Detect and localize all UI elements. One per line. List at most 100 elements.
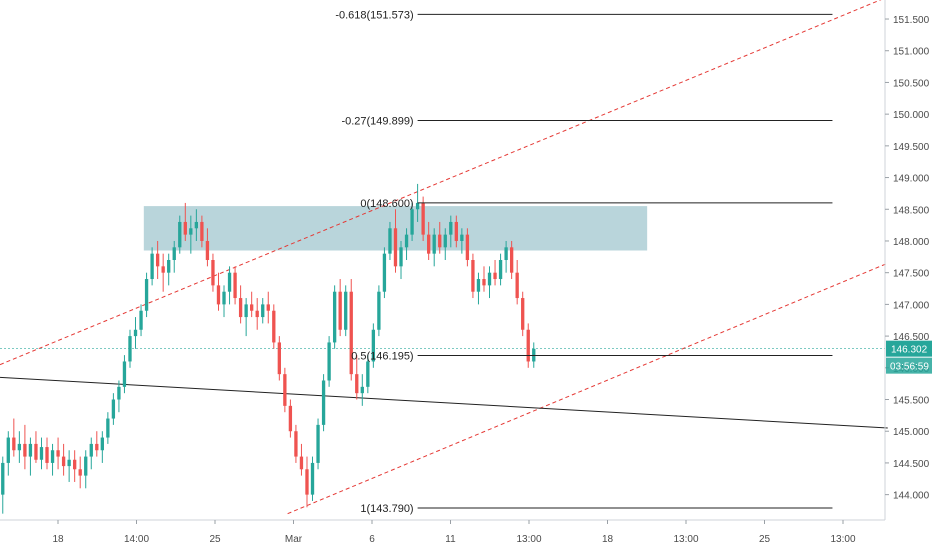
candle-body[interactable] (95, 443, 99, 451)
candle-body[interactable] (106, 418, 110, 438)
candle-body[interactable] (216, 285, 221, 305)
candle-body[interactable] (498, 260, 503, 280)
candle-body[interactable] (482, 279, 486, 286)
candle-body[interactable] (410, 209, 414, 235)
candle-body[interactable] (454, 221, 458, 241)
candle-body[interactable] (310, 462, 315, 495)
candle-body[interactable] (404, 234, 409, 248)
channel-line-1[interactable] (287, 262, 888, 515)
candle-body[interactable] (45, 447, 49, 463)
candle-body[interactable] (366, 361, 370, 387)
candle-body[interactable] (172, 247, 176, 260)
candle-body[interactable] (56, 450, 60, 457)
candle-body[interactable] (272, 310, 276, 343)
candle-body[interactable] (211, 260, 215, 286)
candle-body[interactable] (67, 459, 71, 467)
candle-body[interactable] (150, 253, 154, 280)
candle-body[interactable] (12, 437, 16, 451)
candle-body[interactable] (200, 221, 204, 241)
candle-body[interactable] (78, 469, 82, 476)
candle-body[interactable] (17, 443, 22, 451)
candle-body[interactable] (6, 437, 10, 463)
candle-body[interactable] (73, 459, 77, 470)
candle-body[interactable] (377, 291, 381, 330)
candle-body[interactable] (288, 405, 293, 432)
candle-body[interactable] (388, 228, 392, 254)
candle-body[interactable] (50, 450, 55, 463)
candle-body[interactable] (111, 399, 116, 419)
candle-body[interactable] (371, 329, 376, 362)
candle-body[interactable] (526, 329, 530, 362)
candle-body[interactable] (443, 234, 447, 248)
candle-body[interactable] (238, 298, 243, 318)
candle-body[interactable] (399, 247, 403, 267)
candle-body[interactable] (222, 291, 226, 305)
candle-body[interactable] (415, 202, 420, 210)
candle-body[interactable] (255, 310, 259, 318)
candle-body[interactable] (155, 253, 160, 267)
candle-body[interactable] (178, 221, 182, 248)
candle-body[interactable] (139, 310, 143, 330)
candle-body[interactable] (28, 443, 33, 457)
candle-body[interactable] (84, 456, 88, 476)
candle-body[interactable] (349, 291, 353, 375)
candle-body[interactable] (382, 253, 387, 292)
candle-body[interactable] (471, 260, 475, 292)
candle-body[interactable] (189, 228, 193, 235)
candle-body[interactable] (89, 443, 93, 457)
channel-line-2[interactable] (0, 376, 888, 429)
candle-body[interactable] (327, 342, 331, 381)
candle-body[interactable] (233, 272, 237, 299)
candle-body[interactable] (183, 221, 187, 235)
candle-body[interactable] (244, 304, 248, 318)
candle-body[interactable] (509, 247, 514, 273)
candle-body[interactable] (338, 291, 342, 330)
candle-body[interactable] (360, 386, 364, 394)
candle-body[interactable] (1, 462, 5, 495)
candle-body[interactable] (205, 240, 210, 260)
candle-body[interactable] (167, 260, 171, 273)
candle-body[interactable] (117, 386, 121, 400)
candle-body[interactable] (194, 221, 199, 229)
candle-body[interactable] (332, 291, 337, 343)
candle-body[interactable] (227, 272, 232, 292)
candle-body[interactable] (100, 437, 104, 451)
candle-body[interactable] (34, 443, 38, 460)
candle-body[interactable] (355, 374, 359, 394)
candle-body[interactable] (299, 456, 304, 470)
candle-body[interactable] (39, 447, 44, 460)
candle-body[interactable] (460, 234, 464, 241)
candle-body[interactable] (521, 298, 525, 330)
candle-body[interactable] (493, 272, 497, 280)
candle-body[interactable] (122, 361, 127, 387)
candle-body[interactable] (465, 234, 470, 260)
candle-body[interactable] (250, 304, 254, 311)
candle-body[interactable] (421, 202, 425, 235)
candle-body[interactable] (504, 247, 508, 260)
candle-body[interactable] (133, 329, 138, 337)
candle-body[interactable] (144, 279, 149, 311)
candle-body[interactable] (427, 234, 431, 254)
candle-body[interactable] (23, 443, 27, 457)
channel-line-0[interactable] (0, 0, 888, 366)
candle-body[interactable] (128, 336, 132, 362)
candle-body[interactable] (261, 304, 265, 318)
candle-body[interactable] (449, 221, 453, 235)
candle-body[interactable] (321, 380, 326, 425)
candle-body[interactable] (515, 272, 519, 299)
candle-body[interactable] (161, 266, 165, 273)
candle-body[interactable] (344, 291, 348, 330)
candle-body[interactable] (294, 431, 298, 457)
candle-body[interactable] (283, 374, 287, 406)
candle-body[interactable] (266, 304, 270, 311)
candle-body[interactable] (487, 272, 492, 286)
candle-body[interactable] (316, 424, 320, 463)
candle-body[interactable] (277, 342, 281, 375)
candle-body[interactable] (393, 228, 398, 267)
candle-body[interactable] (305, 469, 309, 495)
candle-body[interactable] (432, 234, 436, 254)
candle-body[interactable] (438, 234, 442, 248)
candle-body[interactable] (61, 456, 66, 467)
